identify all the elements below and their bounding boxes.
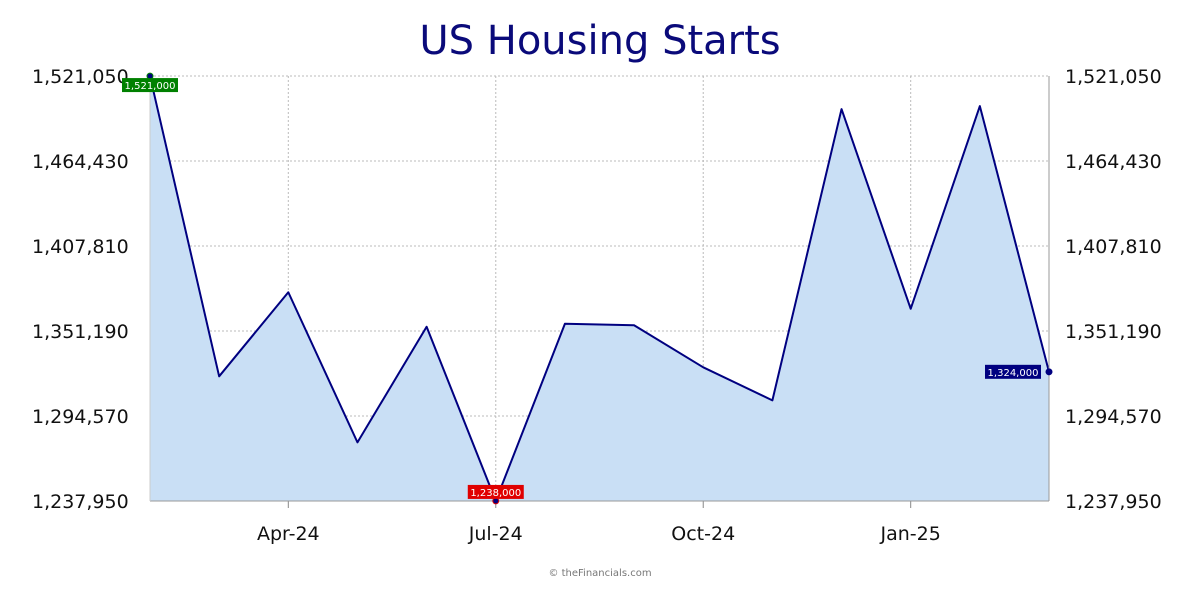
x-tick-label: Jan-25	[880, 523, 941, 545]
y-tick-label-left: 1,351,190	[32, 321, 129, 343]
y-tick-label-right: 1,237,950	[1065, 491, 1162, 513]
y-tick-label-left: 1,521,050	[32, 66, 129, 88]
x-tick-label: Oct-24	[671, 523, 735, 545]
y-tick-label-right: 1,294,570	[1065, 406, 1162, 428]
y-tick-label-left: 1,407,810	[32, 236, 129, 258]
value-label-text: 1,238,000	[470, 488, 521, 499]
y-tick-label-left: 1,464,430	[32, 151, 129, 173]
y-tick-label-right: 1,351,190	[1065, 321, 1162, 343]
chart-title: US Housing Starts	[419, 18, 781, 64]
value-label-max: 1,521,000	[122, 78, 178, 93]
x-tick-label: Jul-24	[468, 523, 523, 545]
series-area-fill	[150, 76, 1049, 501]
y-tick-label-left: 1,294,570	[32, 406, 129, 428]
annotations: 1,521,000 1,238,000 1,324,000	[122, 72, 1053, 505]
value-label-text: 1,521,000	[125, 81, 176, 92]
x-tick-label: Apr-24	[257, 523, 320, 545]
y-tick-label-left: 1,237,950	[32, 491, 129, 513]
labels: 1,521,050 1,521,050 1,464,430 1,464,430 1,40…	[32, 66, 1162, 545]
area-layer	[149, 75, 1050, 502]
value-label-box	[467, 484, 524, 499]
data-point-marker	[1045, 368, 1053, 376]
value-label-text: 1,324,000	[988, 368, 1039, 379]
value-label-last: 1,324,000	[985, 364, 1041, 379]
value-label-box	[985, 364, 1041, 379]
y-tick-label-right: 1,464,430	[1065, 151, 1162, 173]
y-tick-label-right: 1,407,810	[1065, 236, 1162, 258]
series-line	[149, 75, 1050, 502]
footer-credit: © theFinancials.com	[548, 568, 652, 579]
value-label-min: 1,238,000	[467, 484, 524, 499]
y-tick-label-right: 1,521,050	[1065, 66, 1162, 88]
value-label-box	[122, 78, 178, 93]
